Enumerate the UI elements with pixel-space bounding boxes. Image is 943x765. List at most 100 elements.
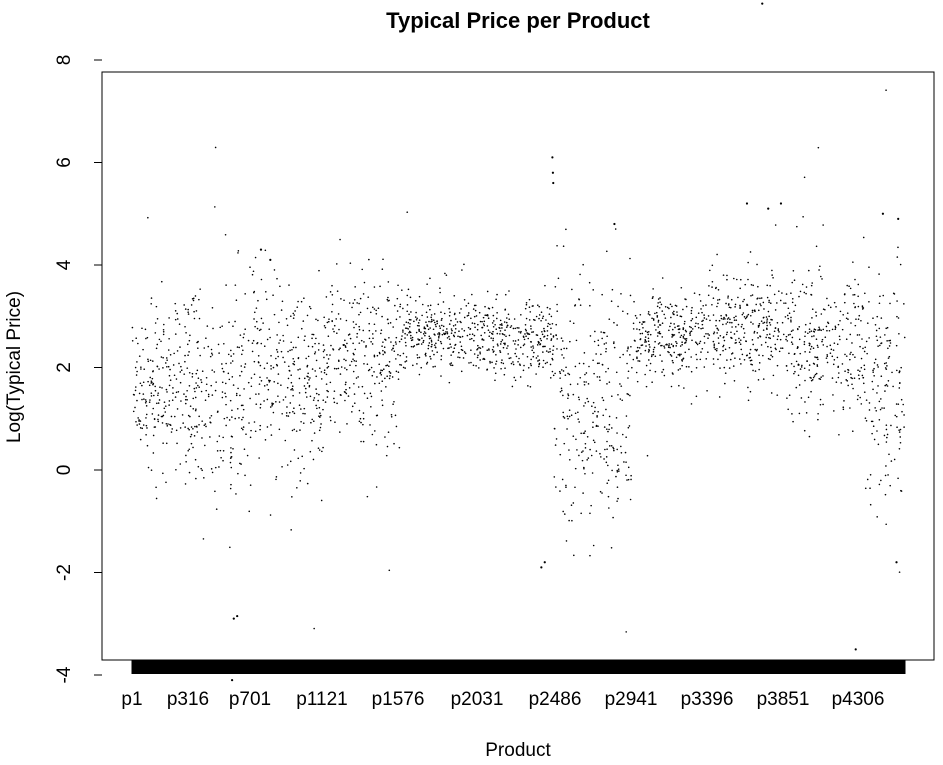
- data-point: [690, 403, 693, 405]
- data-point: [546, 325, 549, 328]
- x-tick-label: p3851: [757, 689, 810, 710]
- data-point: [645, 345, 647, 347]
- data-point: [743, 298, 745, 301]
- data-point: [192, 407, 195, 410]
- data-point: [876, 392, 878, 394]
- data-point: [696, 358, 698, 361]
- data-point: [506, 317, 508, 319]
- data-point: [660, 303, 663, 306]
- data-point: [358, 409, 361, 412]
- data-point: [195, 477, 197, 480]
- data-point: [699, 358, 702, 361]
- data-point: [637, 360, 639, 362]
- data-point: [345, 388, 347, 391]
- data-point: [418, 325, 420, 327]
- data-point: [145, 417, 147, 419]
- data-point: [438, 331, 440, 334]
- data-point: [671, 336, 673, 338]
- data-point: [287, 365, 290, 368]
- data-point: [249, 484, 252, 486]
- data-point: [152, 382, 155, 385]
- y-tick-label: 8: [54, 55, 75, 66]
- data-point: [139, 382, 142, 385]
- data-point: [252, 270, 255, 273]
- data-point: [583, 381, 586, 383]
- data-point: [182, 422, 184, 424]
- data-point: [232, 384, 235, 386]
- data-point: [822, 328, 825, 331]
- data-point: [463, 329, 466, 332]
- data-point: [753, 330, 756, 333]
- data-point: [824, 308, 826, 311]
- data-point: [817, 329, 819, 331]
- data-point: [154, 322, 157, 324]
- data-point: [873, 374, 875, 377]
- data-point: [585, 381, 587, 383]
- data-point: [329, 354, 331, 356]
- data-point: [412, 346, 415, 348]
- data-point: [845, 355, 848, 357]
- data-point: [400, 338, 403, 340]
- data-point: [162, 472, 164, 475]
- data-point: [732, 277, 735, 280]
- data-point: [508, 334, 511, 337]
- data-point: [607, 367, 610, 370]
- data-point: [270, 354, 272, 357]
- data-point: [401, 335, 403, 337]
- data-point: [798, 412, 801, 415]
- data-point: [430, 345, 433, 348]
- data-point: [654, 312, 656, 315]
- data-point: [210, 352, 213, 355]
- data-point: [853, 293, 856, 296]
- data-point: [652, 348, 655, 351]
- data-point: [804, 323, 807, 326]
- data-point: [273, 380, 276, 383]
- data-point: [572, 393, 575, 396]
- data-point: [542, 345, 544, 348]
- data-point: [237, 252, 239, 254]
- data-point: [789, 333, 791, 336]
- data-point: [197, 347, 199, 349]
- data-point: [404, 337, 406, 339]
- data-point: [791, 297, 794, 300]
- data-point: [240, 345, 243, 347]
- data-point: [865, 399, 868, 401]
- data-point: [334, 421, 336, 423]
- data-point: [331, 320, 334, 323]
- data-point: [230, 447, 232, 449]
- data-point: [345, 381, 347, 384]
- data-point: [647, 337, 650, 340]
- x-axis: p1 p316 p701 p1121 p1576 p2031 p2486 p2941 p3396…: [121, 660, 906, 710]
- data-point: [594, 330, 596, 333]
- data-point: [437, 303, 440, 306]
- data-point: [242, 428, 244, 431]
- data-point: [448, 314, 451, 317]
- data-point: [818, 269, 820, 271]
- data-point: [483, 332, 486, 334]
- data-point: [815, 338, 818, 341]
- data-point: [481, 346, 484, 348]
- data-point: [451, 364, 454, 367]
- y-tick-label: 4: [54, 259, 75, 270]
- data-point: [422, 339, 425, 342]
- data-point: [873, 362, 876, 364]
- data-point: [514, 340, 517, 342]
- data-point: [302, 412, 304, 415]
- data-point: [601, 492, 603, 494]
- data-point: [180, 400, 182, 402]
- data-point: [433, 313, 436, 315]
- data-point: [230, 362, 232, 364]
- data-point: [633, 339, 636, 342]
- data-point: [326, 321, 329, 324]
- data-point: [754, 348, 757, 351]
- data-point: [513, 318, 516, 320]
- data-point: [903, 414, 905, 416]
- data-point: [875, 335, 878, 338]
- data-point: [449, 343, 452, 346]
- data-point: [778, 350, 781, 353]
- data-point: [602, 331, 605, 334]
- data-point: [766, 284, 769, 287]
- data-point: [186, 343, 189, 346]
- data-point: [900, 490, 903, 492]
- data-point: [405, 356, 408, 358]
